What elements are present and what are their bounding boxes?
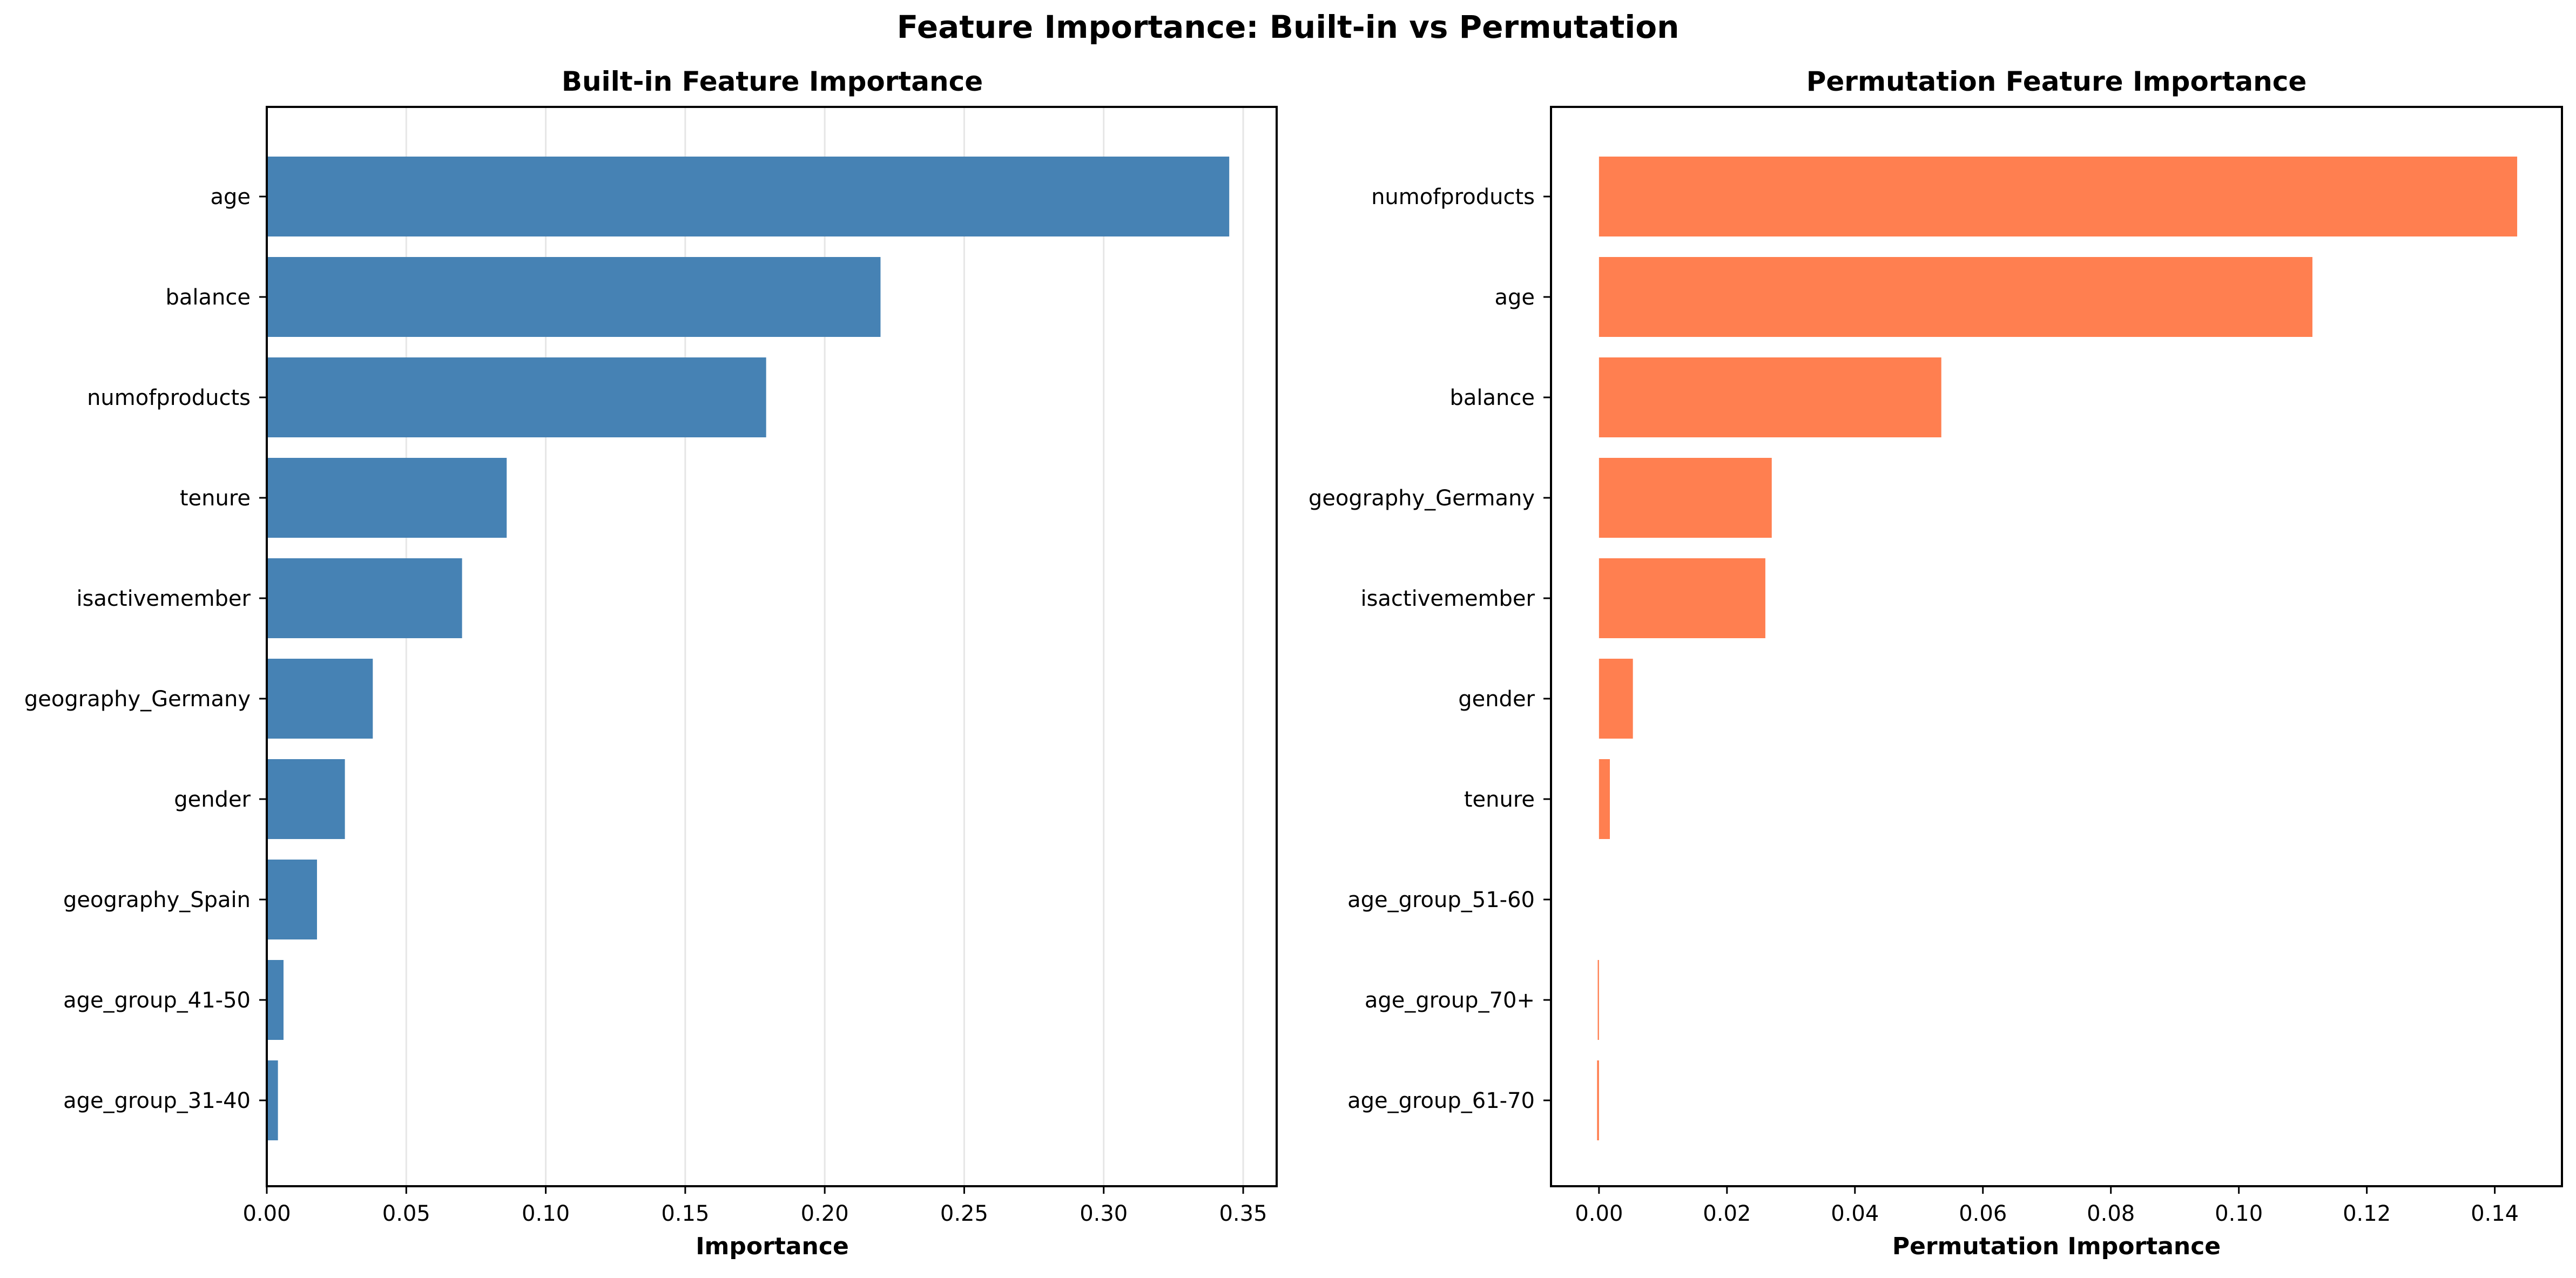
permutation-category-label-4: isactivemember (1360, 586, 1535, 611)
builtin-category-label-3: tenure (180, 486, 251, 511)
permutation-bar-6 (1599, 759, 1610, 839)
permutation-category-label-5: gender (1458, 687, 1535, 712)
permutation-x-ticks: 0.00 0.02 0.04 0.06 0.08 0.10 0.12 0.14 (1575, 1186, 2519, 1226)
builtin-xtick-label-1: 0.05 (382, 1201, 430, 1226)
builtin-bar-1 (267, 257, 881, 337)
builtin-category-labels: age balance numofproducts tenure isactivemem… (24, 185, 267, 1113)
builtin-bars (267, 157, 1230, 1140)
builtin-bar-5 (267, 659, 373, 739)
builtin-x-axis-label: Importance (696, 1233, 849, 1260)
builtin-category-label-4: isactivemember (76, 586, 251, 611)
permutation-importance-panel: Permutation Feature Importance numofprod… (1309, 66, 2563, 1260)
builtin-category-label-8: age_group_41-50 (63, 988, 251, 1013)
builtin-bar-7 (267, 860, 317, 939)
builtin-category-label-1: balance (166, 285, 251, 310)
permutation-bar-2 (1599, 357, 1941, 437)
permutation-xtick-label-4: 0.08 (2087, 1201, 2135, 1226)
builtin-xtick-label-4: 0.20 (801, 1201, 849, 1226)
permutation-bar-1 (1599, 257, 2312, 337)
permutation-bar-8 (1597, 960, 1599, 1040)
permutation-xtick-label-0: 0.00 (1575, 1201, 1623, 1226)
builtin-category-label-5: geography_Germany (24, 687, 251, 712)
builtin-xtick-label-7: 0.35 (1219, 1201, 1267, 1226)
builtin-xtick-label-5: 0.25 (940, 1201, 988, 1226)
builtin-bar-2 (267, 357, 766, 437)
builtin-xtick-label-0: 0.00 (242, 1201, 291, 1226)
builtin-bar-4 (267, 558, 462, 638)
permutation-category-label-6: tenure (1464, 787, 1535, 812)
builtin-bar-3 (267, 458, 507, 538)
builtin-bar-0 (267, 157, 1230, 236)
builtin-bar-8 (267, 960, 284, 1040)
builtin-xtick-label-2: 0.10 (522, 1201, 570, 1226)
figure-suptitle: Feature Importance: Built-in vs Permutat… (897, 9, 1680, 45)
permutation-x-axis-label: Permutation Importance (1892, 1233, 2221, 1260)
builtin-category-label-6: gender (174, 787, 251, 812)
builtin-bar-6 (267, 759, 345, 839)
permutation-category-label-0: numofproducts (1371, 185, 1535, 209)
builtin-importance-panel: Built-in Feature Importance age balance nu… (24, 66, 1278, 1260)
permutation-bar-4 (1599, 558, 1765, 638)
permutation-bar-5 (1599, 659, 1633, 739)
builtin-x-ticks: 0.00 0.05 0.10 0.15 0.20 0.25 0.30 0.35 (242, 1186, 1267, 1226)
permutation-xtick-label-7: 0.14 (2471, 1201, 2519, 1226)
permutation-category-label-8: age_group_70+ (1365, 988, 1535, 1013)
permutation-bar-9 (1597, 1060, 1599, 1140)
permutation-xtick-label-5: 0.10 (2215, 1201, 2263, 1226)
permutation-xtick-label-1: 0.02 (1703, 1201, 1751, 1226)
permutation-chart-title: Permutation Feature Importance (1806, 66, 2307, 97)
builtin-chart-title: Built-in Feature Importance (562, 66, 983, 97)
permutation-axes-frame (1550, 106, 2563, 1187)
permutation-category-label-7: age_group_51-60 (1347, 888, 1535, 912)
permutation-category-label-3: geography_Germany (1309, 486, 1535, 511)
builtin-category-label-2: numofproducts (87, 386, 251, 410)
permutation-bars (1597, 157, 2518, 1140)
permutation-xtick-label-3: 0.06 (1959, 1201, 2007, 1226)
permutation-category-label-9: age_group_61-70 (1347, 1088, 1535, 1113)
builtin-xtick-label-3: 0.15 (661, 1201, 709, 1226)
permutation-bar-0 (1599, 157, 2518, 236)
permutation-bar-3 (1599, 458, 1772, 538)
builtin-category-label-7: geography_Spain (63, 888, 251, 912)
builtin-bar-9 (267, 1060, 278, 1140)
permutation-category-labels: numofproducts age balance geography_Germany… (1309, 185, 1551, 1113)
permutation-xtick-label-2: 0.04 (1831, 1201, 1879, 1226)
permutation-category-label-2: balance (1450, 386, 1535, 410)
builtin-category-label-0: age (210, 185, 251, 209)
permutation-xtick-label-6: 0.12 (2343, 1201, 2391, 1226)
builtin-category-label-9: age_group_31-40 (63, 1088, 251, 1113)
permutation-category-label-1: age (1494, 285, 1535, 310)
builtin-xtick-label-6: 0.30 (1080, 1201, 1128, 1226)
builtin-axes-frame (266, 106, 1278, 1187)
